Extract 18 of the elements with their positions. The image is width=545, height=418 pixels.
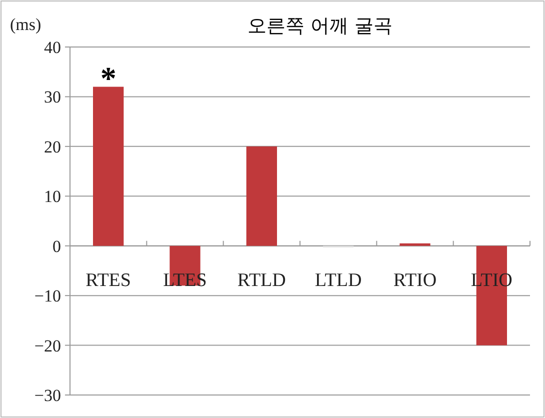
- y-tick-label: 10: [44, 187, 61, 206]
- x-tick-label: LTLD: [314, 270, 362, 291]
- bar: [93, 86, 124, 246]
- y-tick-label: 40: [44, 38, 61, 57]
- x-tick-label: RTLD: [237, 270, 286, 291]
- y-tick-label: −10: [34, 286, 61, 306]
- bar: [246, 146, 277, 246]
- y-tick-label: −20: [34, 336, 61, 356]
- x-tick-label: RTIO: [393, 270, 437, 291]
- y-tick-label: 0: [52, 236, 61, 256]
- chart-title: 오른쪽 어깨 굴곡: [247, 15, 393, 37]
- x-tick-label: RTES: [86, 270, 131, 291]
- y-tick-label: 20: [44, 137, 61, 156]
- y-tick-label: 30: [44, 88, 61, 107]
- bar: [400, 243, 430, 246]
- y-tick-label: −30: [34, 386, 61, 405]
- y-axis-title: (ms): [10, 15, 42, 34]
- annotation: *: [100, 60, 116, 96]
